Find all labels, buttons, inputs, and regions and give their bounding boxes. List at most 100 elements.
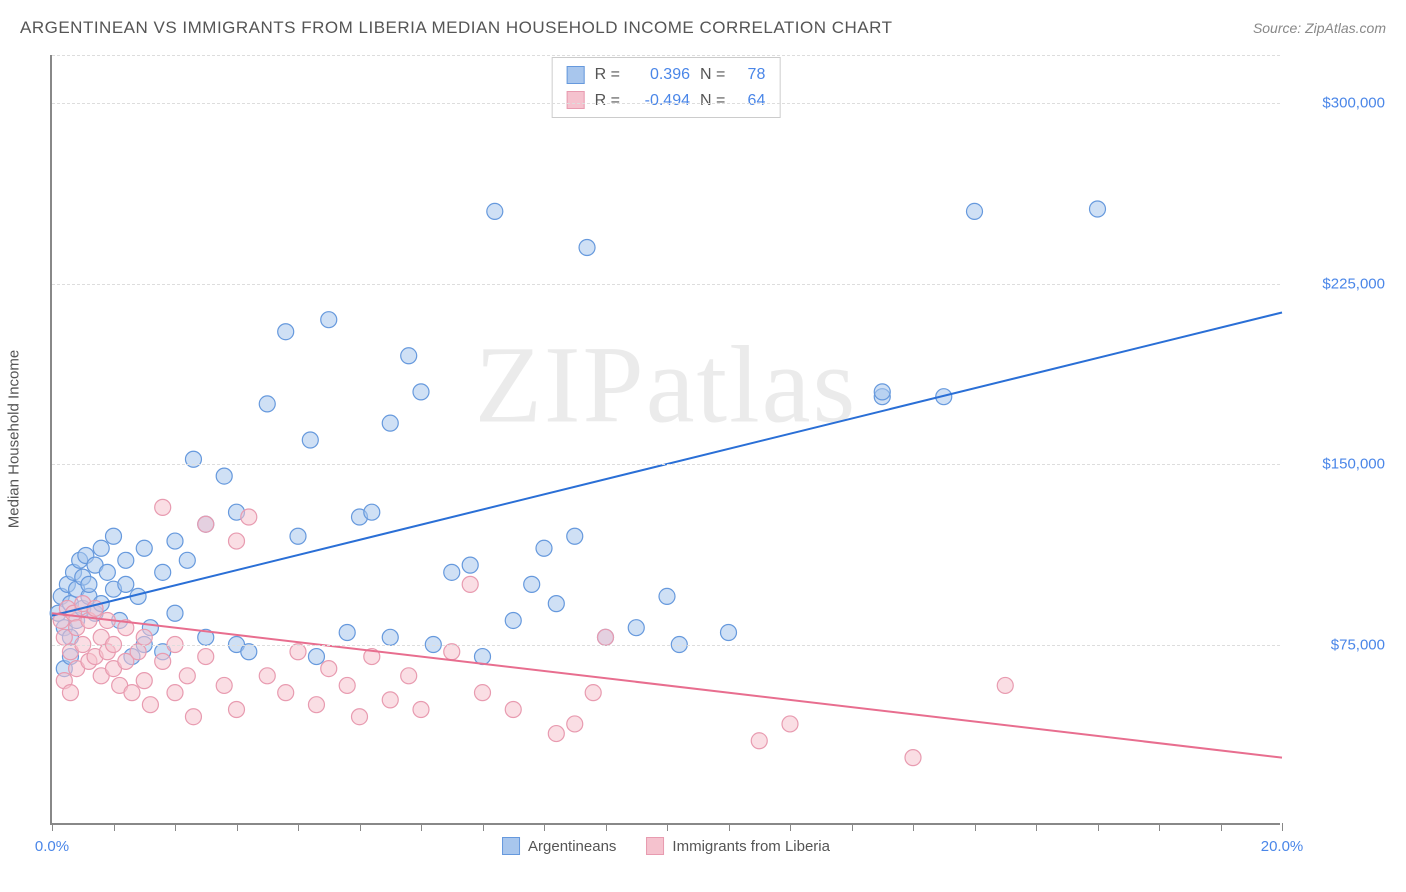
data-point [69,661,85,677]
source-label: Source: ZipAtlas.com [1253,20,1386,36]
data-point [290,528,306,544]
data-point [62,596,78,612]
data-point [56,673,72,689]
data-point [278,685,294,701]
gridline [52,645,1280,646]
data-point [81,588,97,604]
stats-row: R = -0.494 N = 64 [567,88,766,114]
data-point [505,612,521,628]
data-point [321,312,337,328]
data-point [721,625,737,641]
data-point [536,540,552,556]
xtick [544,823,545,831]
xtick-label-right: 20.0% [1261,838,1304,855]
data-point [62,685,78,701]
data-point [78,548,94,564]
y-axis-label: Median Household Income [6,350,23,528]
xtick [1098,823,1099,831]
chart-svg [52,55,1280,823]
data-point [751,733,767,749]
data-point [179,668,195,684]
ytick-label: $150,000 [1290,456,1385,473]
data-point [87,600,103,616]
data-point [401,668,417,684]
series-legend: Argentineans Immigrants from Liberia [502,837,830,855]
data-point [93,668,109,684]
data-point [216,468,232,484]
data-point [382,692,398,708]
stat-n-value: 78 [735,62,765,88]
gridline [52,284,1280,285]
data-point [505,702,521,718]
stats-row: R = 0.396 N = 78 [567,62,766,88]
data-point [106,581,122,597]
data-point [69,581,85,597]
data-point [475,685,491,701]
plot-area: Median Household Income ZIPatlas R = 0.3… [50,55,1280,825]
data-point [339,677,355,693]
data-point [124,685,140,701]
data-point [155,499,171,515]
data-point [585,685,601,701]
trend-line [52,613,1282,757]
data-point [259,396,275,412]
data-point [782,716,798,732]
data-point [874,389,890,405]
data-point [81,653,97,669]
data-point [69,620,85,636]
data-point [905,750,921,766]
legend-swatch [646,837,664,855]
data-point [59,600,75,616]
stat-n-value: 64 [735,88,765,114]
data-point [462,557,478,573]
data-point [1090,201,1106,217]
data-point [259,668,275,684]
data-point [167,685,183,701]
chart-title: ARGENTINEAN VS IMMIGRANTS FROM LIBERIA M… [20,18,892,38]
data-point [59,576,75,592]
data-point [106,528,122,544]
data-point [198,516,214,532]
data-point [112,612,128,628]
data-point [229,533,245,549]
data-point [56,661,72,677]
data-point [155,564,171,580]
data-point [142,620,158,636]
data-point [198,649,214,665]
data-point [598,629,614,645]
data-point [118,552,134,568]
data-point [75,596,91,612]
xtick [913,823,914,831]
data-point [167,533,183,549]
data-point [352,709,368,725]
data-point [579,240,595,256]
data-point [444,644,460,660]
data-point [142,697,158,713]
data-point [62,629,78,645]
series-swatch [567,91,585,109]
data-point [874,384,890,400]
xtick [52,823,53,831]
data-point [487,203,503,219]
data-point [198,629,214,645]
data-point [198,516,214,532]
data-point [56,629,72,645]
legend-item: Argentineans [502,837,616,855]
data-point [93,540,109,556]
data-point [598,629,614,645]
xtick [606,823,607,831]
stat-n-label: N = [700,88,725,114]
data-point [93,596,109,612]
data-point [99,564,115,580]
stat-n-label: N = [700,62,725,88]
data-point [413,384,429,400]
data-point [93,629,109,645]
data-point [99,612,115,628]
xtick [360,823,361,831]
gridline [52,103,1280,104]
data-point [278,324,294,340]
data-point [302,432,318,448]
data-point [62,644,78,660]
xtick [1282,823,1283,831]
data-point [241,644,257,660]
